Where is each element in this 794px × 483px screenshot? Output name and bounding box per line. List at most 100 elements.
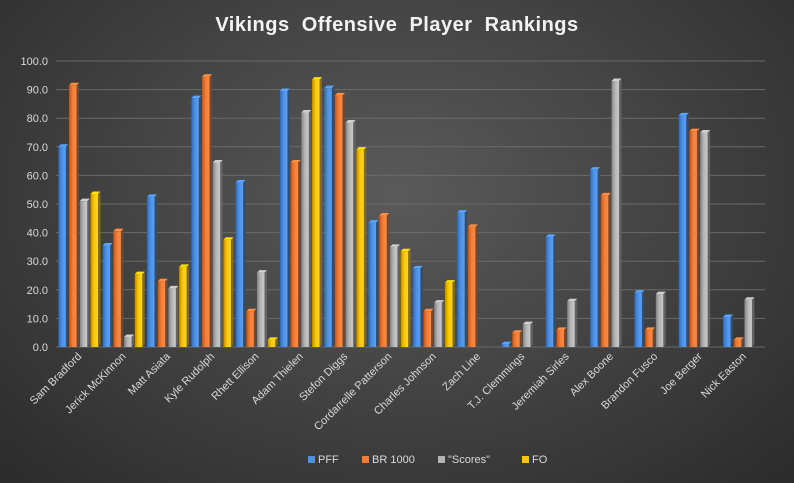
bar-pff-zach-line <box>457 212 465 347</box>
y-tick-label: 100.0 <box>20 56 48 68</box>
bar-br-1000-sam-bradford <box>69 85 77 347</box>
bar-fo-charles-johnson <box>444 282 453 347</box>
bar-top-fo <box>134 271 145 275</box>
bar-side-br-1000 <box>652 327 656 347</box>
legend-label-pff: PFF <box>318 454 339 466</box>
bar-side-scores <box>441 300 445 347</box>
bar-fo-matt-asiata <box>179 266 187 347</box>
bar-side-pff <box>420 265 423 347</box>
bar-top-scores <box>611 78 622 82</box>
y-tick-label: 70.0 <box>27 142 48 154</box>
bar-fo-stefon-diggs <box>356 149 364 347</box>
bar-side-pff <box>553 234 556 347</box>
bar-fo-cordarrelle-patterson <box>400 251 409 347</box>
y-tick-label: 50.0 <box>27 199 48 211</box>
bar-top-br-1000 <box>423 308 434 312</box>
bar-top-scores <box>434 300 445 303</box>
bar-fo-kyle-rudolph <box>223 239 231 347</box>
bar-side-fo <box>186 264 190 347</box>
y-tick-label: 40.0 <box>27 228 48 240</box>
bar-br-1000-adam-thielen <box>290 162 299 347</box>
bar-pff-brandon-fusco <box>634 292 642 347</box>
bar-top-pff <box>235 180 246 183</box>
bar-top-fo <box>90 191 101 194</box>
bar-side-pff <box>641 290 645 347</box>
bar-top-pff <box>545 234 556 237</box>
bar-side-pff <box>686 112 689 347</box>
bar-top-pff <box>191 95 202 99</box>
bar-scores-stefon-diggs <box>345 122 354 348</box>
bar-br-1000-jerick-mckinnon <box>113 231 121 347</box>
bar-top-scores <box>345 119 356 123</box>
bar-br-1000-kyle-rudolph <box>201 76 210 347</box>
bar-scores-jeremiah-sirles <box>567 301 575 347</box>
bar-top-pff <box>634 290 645 293</box>
bar-pff-sam-bradford <box>58 146 66 347</box>
y-tick-label: 60.0 <box>27 170 48 182</box>
bar-pff-rhett-ellison <box>235 182 244 347</box>
bar-side-scores <box>663 291 666 347</box>
bar-scores-brandon-fusco <box>655 294 664 347</box>
bar-side-br-1000 <box>120 228 124 347</box>
bar-top-fo <box>400 248 411 252</box>
bar-top-br-1000 <box>556 327 567 330</box>
bar-side-scores <box>707 130 711 347</box>
bar-top-br-1000 <box>201 74 212 77</box>
bar-side-pff <box>243 180 246 347</box>
bar-top-br-1000 <box>512 330 523 333</box>
bar-side-scores <box>264 270 268 347</box>
y-tick-label: 0.0 <box>33 342 48 354</box>
bar-top-br-1000 <box>334 92 345 96</box>
bar-br-1000-charles-johnson <box>423 311 432 347</box>
bar-side-br-1000 <box>475 224 478 347</box>
legend-swatch-br-1000 <box>362 456 369 463</box>
bar-top-br-1000 <box>600 192 611 196</box>
bar-top-scores <box>522 321 533 325</box>
bar-side-br-1000 <box>563 327 567 347</box>
bar-side-br-1000 <box>76 82 80 347</box>
bar-side-pff <box>331 85 335 348</box>
bar-br-1000-matt-asiata <box>157 281 166 347</box>
bar-pff-alex-boone <box>590 169 598 347</box>
bar-side-pff <box>508 341 512 347</box>
bar-pff-jerick-mckinnon <box>102 245 111 347</box>
bar-scores-sam-bradford <box>79 201 88 347</box>
bar-pff-matt-asiata <box>146 196 155 347</box>
bar-top-scores <box>257 270 268 273</box>
bar-side-scores <box>175 285 179 347</box>
bar-br-1000-cordarrelle-patterson <box>379 215 387 347</box>
bar-scores-joe-berger <box>700 132 708 347</box>
bar-side-br-1000 <box>386 212 390 347</box>
bar-side-fo <box>230 237 234 347</box>
bar-top-pff <box>146 194 157 197</box>
bar-side-fo <box>275 337 278 347</box>
bar-side-br-1000 <box>165 278 168 347</box>
bar-top-pff <box>368 220 379 223</box>
y-tick-label: 20.0 <box>27 285 48 297</box>
bar-scores-cordarrelle-patterson <box>389 246 398 347</box>
y-tick-label: 30.0 <box>27 256 48 268</box>
bar-top-fo <box>267 337 278 340</box>
x-tick-label: Alex Boone <box>568 351 616 399</box>
bar-side-br-1000 <box>431 308 434 347</box>
bar-pff-nick-easton <box>723 316 731 347</box>
bar-top-br-1000 <box>113 228 124 232</box>
bar-pff-jeremiah-sirles <box>545 236 554 347</box>
bar-side-fo <box>142 271 145 347</box>
bar-top-br-1000 <box>645 327 656 330</box>
x-tick-label: Nick Easton <box>699 351 749 401</box>
bar-top-scores <box>168 285 179 289</box>
bar-br-1000-alex-boone <box>600 195 609 347</box>
bar-scores-kyle-rudolph <box>212 162 221 347</box>
legend: PFF BR 1000 "Scores" FO <box>308 454 548 466</box>
bar-top-scores <box>301 109 312 113</box>
bar-scores-nick-easton <box>744 299 752 347</box>
legend-label-scores: "Scores" <box>448 454 490 466</box>
bar-pff-adam-thielen <box>279 91 288 347</box>
bar-scores-alex-boone <box>611 81 620 348</box>
bar-pff-stefon-diggs <box>324 88 332 348</box>
bar-top-pff <box>678 112 689 116</box>
bar-br-1000-nick-easton <box>733 339 742 347</box>
